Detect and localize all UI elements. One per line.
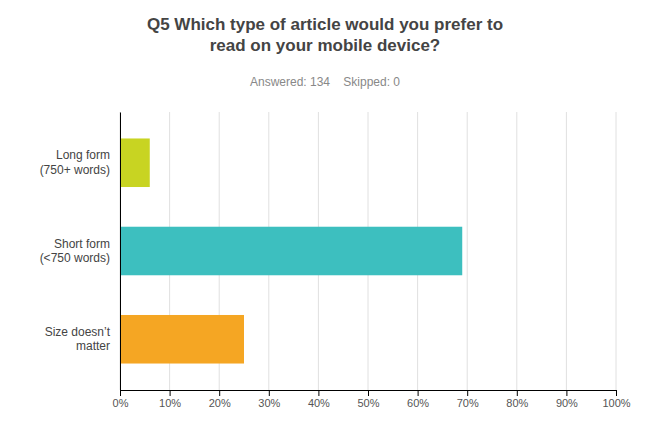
category-label-line: Long form xyxy=(56,148,110,162)
category-tick: Size doesn’tmatter xyxy=(45,325,111,353)
value-tick: 60% xyxy=(407,390,429,409)
value-tick: 30% xyxy=(258,390,280,409)
tick-mark xyxy=(616,390,617,396)
tick-mark xyxy=(120,390,121,396)
chart: Q5 Which type of article would you prefe… xyxy=(0,0,650,426)
title-line: read on your mobile device? xyxy=(210,36,441,55)
category-label-line: (<750 words) xyxy=(40,251,110,265)
category-label: Short form(<750 words) xyxy=(40,237,110,265)
category-label-line: Size doesn’t xyxy=(45,325,111,339)
value-axis: 0% 10% 20% 30% 40% 50% 60% 70% 80% 90% 100% xyxy=(113,390,631,409)
tick-label: 20% xyxy=(209,397,231,409)
value-tick: 10% xyxy=(159,390,181,409)
tick-label: 40% xyxy=(308,397,330,409)
grid-line xyxy=(566,112,567,390)
bar xyxy=(120,138,150,187)
grid-line xyxy=(120,112,121,390)
category-axis-line xyxy=(120,113,121,391)
value-tick: 0% xyxy=(113,390,129,409)
tick-label: 70% xyxy=(457,397,479,409)
tick-label: 100% xyxy=(602,397,630,409)
value-tick: 20% xyxy=(209,390,231,409)
category-label: Long form(750+ words) xyxy=(40,148,110,176)
tick-label: 90% xyxy=(556,397,578,409)
plot: 0% 10% 20% 30% 40% 50% 60% 70% 80% 90% 100% Long fo… xyxy=(40,112,631,409)
tick-label: 10% xyxy=(159,397,181,409)
tick-mark xyxy=(566,390,567,396)
category-axis: Long form(750+ words) Short form(<750 wor… xyxy=(40,113,121,391)
tick-mark xyxy=(467,390,468,396)
value-tick: 90% xyxy=(556,390,578,409)
tick-mark xyxy=(219,390,220,396)
value-tick: 80% xyxy=(506,390,528,409)
value-tick: 50% xyxy=(357,390,379,409)
bars xyxy=(120,138,462,363)
value-axis-line xyxy=(121,391,617,397)
tick-mark xyxy=(418,390,419,396)
category-label-line: Short form xyxy=(54,237,110,251)
category-label: Size doesn’tmatter xyxy=(45,325,111,353)
tick-mark xyxy=(318,390,319,396)
grid-line xyxy=(467,112,468,390)
subtitle: Answered: 134 Skipped: 0 xyxy=(250,75,400,89)
tick-label: 80% xyxy=(506,397,528,409)
category-label-line: matter xyxy=(76,339,110,353)
tick-label: 0% xyxy=(113,397,129,409)
grid xyxy=(120,112,616,390)
bar xyxy=(120,315,244,364)
value-tick: 100% xyxy=(602,390,630,409)
title-line: Q5 Which type of article would you prefe… xyxy=(147,15,503,34)
tick-mark xyxy=(170,390,171,396)
grid-line xyxy=(516,112,517,390)
category-tick: Short form(<750 words) xyxy=(40,237,110,265)
tick-mark xyxy=(517,390,518,396)
grid-line xyxy=(616,112,617,390)
value-tick: 70% xyxy=(457,390,479,409)
category-label-line: (750+ words) xyxy=(40,163,110,177)
tick-mark xyxy=(269,390,270,396)
bar xyxy=(120,227,462,276)
category-tick: Long form(750+ words) xyxy=(40,148,110,176)
title: Q5 Which type of article would you prefe… xyxy=(147,15,503,55)
tick-label: 30% xyxy=(258,397,280,409)
tick-label: 50% xyxy=(357,397,379,409)
value-tick: 40% xyxy=(308,390,330,409)
tick-mark xyxy=(368,390,369,396)
tick-label: 60% xyxy=(407,397,429,409)
